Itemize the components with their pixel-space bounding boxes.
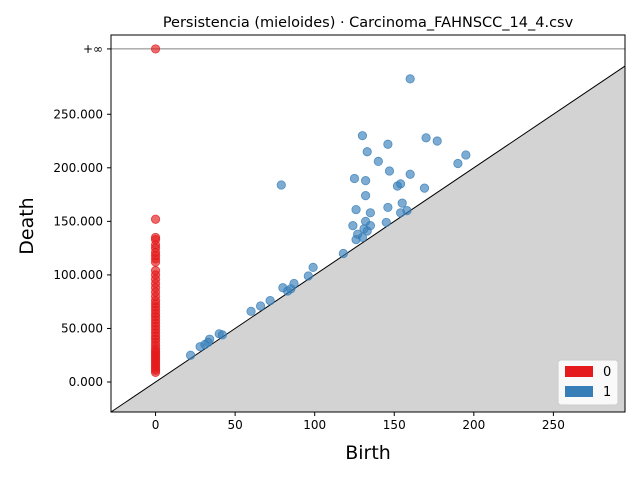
data-points xyxy=(150,44,471,377)
point-dim1-33 xyxy=(338,248,348,259)
point-dim1-35 xyxy=(303,271,313,281)
point-dim1-6 xyxy=(461,150,471,160)
point-dim1-1 xyxy=(357,131,368,141)
point-dim1-9 xyxy=(384,166,395,176)
point-dim0-43 xyxy=(150,367,161,377)
point-dim1-7 xyxy=(373,156,383,166)
chart-title: Persistencia (mieloides) · Carcinoma_FAH… xyxy=(163,15,574,31)
point-dim0-9 xyxy=(150,257,161,267)
point-dim1-4 xyxy=(383,139,393,149)
point-dim1-18 xyxy=(397,198,407,208)
point-dim1-5 xyxy=(362,147,372,157)
point-dim1-12 xyxy=(361,176,371,186)
legend-swatch-0 xyxy=(565,366,593,377)
x-axis-label: Birth xyxy=(345,442,391,464)
y-axis-ticks: 0.000 50.000 100.000 150.000 200.000 250.000 +… xyxy=(53,42,111,389)
point-dim1-14 xyxy=(392,181,403,191)
x-tick-label-3: 150 xyxy=(383,418,406,432)
x-tick-label-4: 200 xyxy=(462,418,485,432)
legend: 01 xyxy=(557,359,619,406)
point-dim1-19 xyxy=(383,202,393,213)
point-dim0-0 xyxy=(150,44,161,54)
y-tick-label-0: 0.000 xyxy=(69,375,103,389)
point-dim1-24 xyxy=(381,217,391,228)
point-dim1-29 xyxy=(362,226,372,236)
x-tick-label-5: 250 xyxy=(542,418,565,432)
x-tick-label-2: 100 xyxy=(303,418,326,432)
point-dim1-26 xyxy=(348,221,358,231)
point-dim1-2 xyxy=(421,133,431,143)
point-dim1-10 xyxy=(405,169,415,179)
y-tick-label-3: 150.000 xyxy=(53,214,103,228)
x-tick-label-0: 0 xyxy=(152,418,160,432)
diagonal-line xyxy=(110,65,626,413)
y-tick-label-5: 250.000 xyxy=(53,107,103,121)
point-dim1-22 xyxy=(365,208,375,218)
point-dim1-23 xyxy=(396,208,406,218)
point-dim1-17 xyxy=(361,191,371,201)
point-dim1-11 xyxy=(349,173,360,184)
y-axis-label: Death xyxy=(16,197,38,254)
point-dim1-3 xyxy=(432,136,442,146)
point-dim1-15 xyxy=(276,180,286,190)
y-tick-label-4: 200.000 xyxy=(53,161,103,175)
y-tick-label-1: 50.000 xyxy=(61,321,103,335)
point-dim1-44 xyxy=(217,330,227,340)
axes-frame xyxy=(110,34,626,413)
x-axis-ticks: 0 50 100 150 200 250 xyxy=(152,412,565,432)
point-dim1-20 xyxy=(351,204,361,215)
y-tick-label-2: 100.000 xyxy=(53,268,103,282)
legend-swatch-1 xyxy=(565,386,593,397)
point-dim1-16 xyxy=(419,183,430,193)
point-dim1-41 xyxy=(255,301,266,311)
point-dim1-8 xyxy=(453,158,463,169)
legend-label-1: 1 xyxy=(603,385,611,400)
legend-label-0: 0 xyxy=(603,365,611,380)
point-dim1-34 xyxy=(308,262,318,273)
point-dim1-40 xyxy=(265,296,275,306)
point-dim1-48 xyxy=(195,342,205,352)
point-dim1-49 xyxy=(185,350,196,360)
point-dim0-1 xyxy=(150,214,161,224)
plot-area xyxy=(110,44,626,413)
point-dim1-39 xyxy=(283,286,293,296)
x-tick-label-1: 50 xyxy=(227,418,242,432)
y-tick-label-6: +∞ xyxy=(83,42,103,56)
point-dim1-32 xyxy=(357,232,368,243)
point-dim1-42 xyxy=(246,306,256,316)
point-dim1-0 xyxy=(405,74,415,84)
